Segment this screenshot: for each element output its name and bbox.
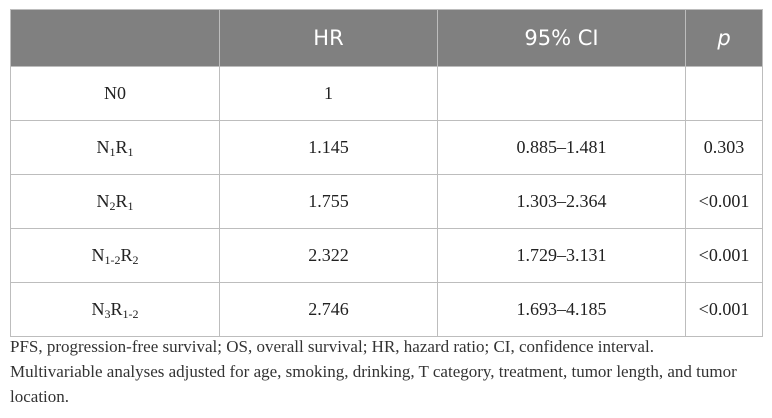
header-p-label: p bbox=[717, 26, 731, 50]
header-ci: 95% CI bbox=[437, 9, 686, 67]
group-text: R bbox=[115, 137, 128, 157]
cell-ci: 1.693–4.185 bbox=[437, 282, 686, 337]
cell-ci: 1.303–2.364 bbox=[437, 174, 686, 229]
cell-ci: 0.885–1.481 bbox=[437, 120, 686, 175]
group-subscript: 1 bbox=[127, 145, 134, 159]
group-text: R bbox=[110, 299, 123, 319]
group-subscript: 1-2 bbox=[122, 307, 139, 321]
cell-hr: 2.322 bbox=[219, 228, 438, 283]
group-subscript: 1 bbox=[127, 199, 134, 213]
cell-group: N3R1-2 bbox=[10, 282, 220, 337]
header-hr: HR bbox=[219, 9, 438, 67]
table-row: N3R1-2 2.746 1.693–4.185 <0.001 bbox=[10, 282, 763, 337]
cell-hr: 1.145 bbox=[219, 120, 438, 175]
group-subscript: 2 bbox=[109, 199, 116, 213]
group-text: R bbox=[120, 245, 133, 265]
cell-p bbox=[685, 66, 763, 121]
cell-p: <0.001 bbox=[685, 282, 763, 337]
cell-ci bbox=[437, 66, 686, 121]
cell-ci: 1.729–3.131 bbox=[437, 228, 686, 283]
header-p: p bbox=[685, 9, 763, 67]
cell-group: N0 bbox=[10, 66, 220, 121]
table-footnote: PFS, progression-free survival; OS, over… bbox=[10, 334, 768, 409]
cell-p: <0.001 bbox=[685, 228, 763, 283]
cell-group: N2R1 bbox=[10, 174, 220, 229]
cell-hr: 1 bbox=[219, 66, 438, 121]
group-text: R bbox=[115, 191, 128, 211]
cell-group: N1-2R2 bbox=[10, 228, 220, 283]
cell-hr: 1.755 bbox=[219, 174, 438, 229]
footnote-abbreviations: PFS, progression-free survival; OS, over… bbox=[10, 337, 654, 356]
group-text: N bbox=[96, 137, 110, 157]
group-text: N bbox=[91, 245, 105, 265]
cell-group: N1R1 bbox=[10, 120, 220, 175]
group-subscript: 1 bbox=[109, 145, 116, 159]
group-text: N bbox=[91, 299, 105, 319]
table-row: N0 1 bbox=[10, 66, 763, 121]
header-row: HR 95% CI p bbox=[10, 9, 763, 67]
group-text: N bbox=[96, 191, 110, 211]
table-row: N1R1 1.145 0.885–1.481 0.303 bbox=[10, 120, 763, 175]
group-subscript: 2 bbox=[132, 253, 139, 267]
group-text: N0 bbox=[104, 83, 126, 103]
footnote-adjustment: Multivariable analyses adjusted for age,… bbox=[10, 362, 737, 406]
group-subscript: 1-2 bbox=[104, 253, 121, 267]
cell-p: 0.303 bbox=[685, 120, 763, 175]
group-subscript: 3 bbox=[104, 307, 111, 321]
table-body: N0 1 N1R1 1.145 0.885–1.481 0.303 N2R1 1.755 1.3… bbox=[10, 66, 763, 337]
results-table: HR 95% CI p N0 1 N1R1 1.145 0.885–1.481 0.303… bbox=[10, 9, 763, 337]
header-group bbox=[10, 9, 220, 67]
cell-hr: 2.746 bbox=[219, 282, 438, 337]
table-row: N2R1 1.755 1.303–2.364 <0.001 bbox=[10, 174, 763, 229]
cell-p: <0.001 bbox=[685, 174, 763, 229]
table-row: N1-2R2 2.322 1.729–3.131 <0.001 bbox=[10, 228, 763, 283]
